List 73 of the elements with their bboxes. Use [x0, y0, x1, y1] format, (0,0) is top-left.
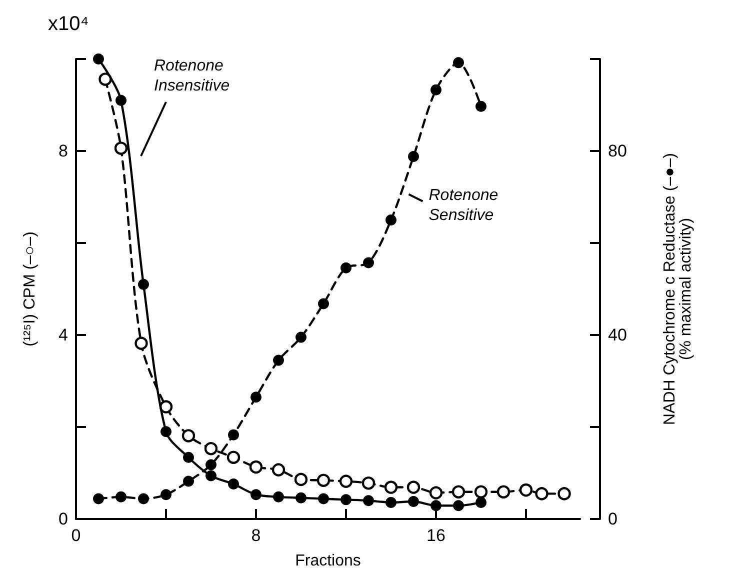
point: [318, 298, 329, 310]
point: [296, 492, 306, 504]
point: [296, 332, 306, 343]
point: [496, 485, 510, 498]
point: [535, 487, 548, 500]
point: [386, 214, 396, 226]
y2-tick-label: 40: [608, 326, 627, 344]
point: [226, 450, 240, 464]
point: [204, 442, 218, 456]
point: [273, 354, 284, 366]
y-tick-label: 0: [58, 510, 68, 528]
annotation: Rotenone Sensitive: [428, 186, 498, 224]
y-tick-label: 8: [58, 142, 68, 160]
y-tick-label: 4: [58, 326, 68, 344]
point: [406, 480, 420, 494]
point: [134, 336, 148, 350]
point: [294, 472, 308, 486]
point: [429, 486, 443, 500]
point: [116, 491, 126, 502]
y2-axis-title: NADH Cytochrome c Reductase (–●–) (% maximal activity): [662, 153, 694, 425]
point: [408, 151, 419, 162]
point: [339, 474, 353, 488]
point: [98, 72, 112, 86]
point: [316, 474, 330, 487]
point: [228, 478, 239, 490]
point: [363, 495, 374, 506]
point: [250, 392, 262, 403]
point: [430, 500, 442, 512]
y2-tick-label: 80: [608, 142, 627, 160]
point: [519, 483, 533, 497]
point: [340, 494, 352, 506]
point: [250, 489, 262, 500]
point: [228, 429, 239, 440]
point: [114, 142, 128, 155]
point: [476, 100, 486, 112]
y2-tick-label: 0: [608, 510, 618, 528]
point: [453, 500, 464, 512]
x-axis-title: Fractions: [295, 552, 361, 570]
point: [93, 493, 104, 504]
point: [272, 463, 286, 476]
point: [160, 426, 172, 438]
point: [206, 459, 216, 470]
point: [318, 493, 329, 504]
point: [160, 489, 172, 500]
point: [476, 496, 486, 508]
point: [430, 84, 442, 96]
point: [183, 452, 194, 463]
point: [206, 470, 216, 482]
point: [362, 476, 376, 490]
point: [340, 262, 352, 274]
point: [474, 485, 488, 498]
point: [386, 496, 396, 508]
annotation: Rotenone Insensitive: [154, 58, 230, 94]
y-axis-title: (¹²⁵I) CPM (–○–): [22, 232, 38, 346]
point: [453, 57, 464, 68]
x-tick-label: 0: [71, 526, 81, 545]
x-tick-label: 8: [251, 526, 261, 545]
point: [249, 460, 263, 474]
point: [116, 94, 126, 106]
point: [93, 54, 104, 64]
point: [138, 278, 149, 290]
point: [384, 480, 398, 494]
point: [408, 496, 419, 508]
point: [182, 429, 196, 442]
point: [273, 491, 284, 502]
text: x10⁴: [48, 13, 89, 35]
point: [363, 257, 374, 268]
point: [138, 493, 149, 504]
point: [452, 485, 466, 498]
x-tick-label: 16: [426, 526, 446, 545]
point: [183, 476, 194, 487]
point: [558, 487, 571, 500]
point: [159, 400, 173, 414]
